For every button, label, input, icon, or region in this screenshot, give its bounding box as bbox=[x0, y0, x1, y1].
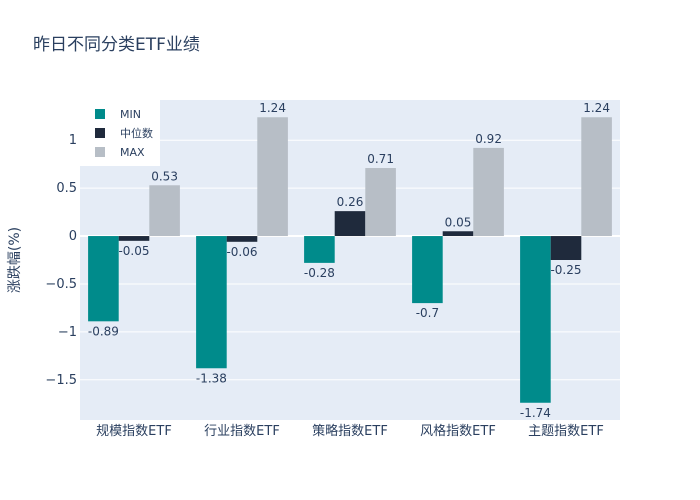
legend-swatch-中位数[interactable] bbox=[95, 128, 105, 138]
bar-data-label: -0.7 bbox=[416, 306, 439, 320]
legend-label[interactable]: 中位数 bbox=[120, 126, 153, 140]
y-tick-label: −1.5 bbox=[45, 373, 77, 388]
bar-data-label: 1.24 bbox=[259, 101, 286, 115]
y-axis: −1.5 −1 −0.5 0 0.5 1 bbox=[45, 133, 77, 388]
bar-data-label: 0.05 bbox=[445, 215, 472, 229]
bar-MAX[interactable] bbox=[473, 148, 504, 236]
bar-data-label: 0.71 bbox=[367, 152, 394, 166]
x-tick-label: 行业指数ETF bbox=[204, 424, 280, 439]
legend-label[interactable]: MAX bbox=[120, 146, 145, 159]
x-tick-label: 主题指数ETF bbox=[528, 424, 604, 439]
bar-MIN[interactable] bbox=[88, 236, 119, 321]
bar-data-label: -0.05 bbox=[118, 244, 149, 258]
bar-data-label: -0.28 bbox=[304, 266, 335, 280]
bar-MIN[interactable] bbox=[412, 236, 443, 303]
y-tick-label: −0.5 bbox=[45, 277, 77, 292]
bar-data-label: 1.24 bbox=[583, 101, 610, 115]
chart: 昨日不同分类ETF业绩 -0.89 -0.05 0.53 -1.38 -0.06 1.24… bbox=[0, 0, 700, 500]
chart-title: 昨日不同分类ETF业绩 bbox=[33, 35, 200, 55]
bar-中位数[interactable] bbox=[551, 236, 582, 260]
bar-data-label: -0.89 bbox=[88, 324, 119, 338]
bar-MAX[interactable] bbox=[149, 185, 180, 236]
legend-swatch-MAX[interactable] bbox=[95, 147, 105, 157]
bar-data-label: -0.06 bbox=[226, 245, 257, 259]
bar-MAX[interactable] bbox=[365, 168, 396, 236]
x-axis: 规模指数ETF 行业指数ETF 策略指数ETF 风格指数ETF 主题指数ETF bbox=[96, 423, 604, 439]
x-tick-label: 风格指数ETF bbox=[420, 423, 496, 439]
bar-中位数[interactable] bbox=[443, 231, 474, 236]
bar-MAX[interactable] bbox=[581, 117, 612, 236]
bar-data-label: -1.38 bbox=[196, 371, 227, 385]
legend-label[interactable]: MIN bbox=[120, 108, 141, 121]
bar-中位数[interactable] bbox=[119, 236, 150, 241]
legend[interactable]: MIN 中位数 MAX bbox=[80, 100, 160, 166]
bar-data-label: 0.53 bbox=[151, 169, 178, 183]
bar-中位数[interactable] bbox=[227, 236, 258, 242]
bar-MIN[interactable] bbox=[196, 236, 227, 368]
bar-MIN[interactable] bbox=[304, 236, 335, 263]
x-tick-label: 规模指数ETF bbox=[96, 424, 172, 439]
bar-中位数[interactable] bbox=[335, 211, 366, 236]
bar-data-label: -1.74 bbox=[520, 406, 551, 420]
y-tick-label: 0.5 bbox=[56, 181, 77, 196]
bar-data-label: -0.25 bbox=[550, 263, 581, 277]
y-tick-label: 0 bbox=[69, 229, 77, 244]
bar-data-label: 0.26 bbox=[337, 195, 364, 209]
bar-MAX[interactable] bbox=[257, 117, 288, 236]
y-tick-label: −1 bbox=[58, 325, 77, 340]
bar-MIN[interactable] bbox=[520, 236, 551, 403]
bar-data-label: 0.92 bbox=[475, 132, 502, 146]
x-tick-label: 策略指数ETF bbox=[312, 423, 388, 439]
y-tick-label: 1 bbox=[69, 133, 77, 148]
legend-swatch-MIN[interactable] bbox=[95, 109, 105, 119]
y-axis-title: 涨跌幅(%) bbox=[7, 227, 23, 293]
